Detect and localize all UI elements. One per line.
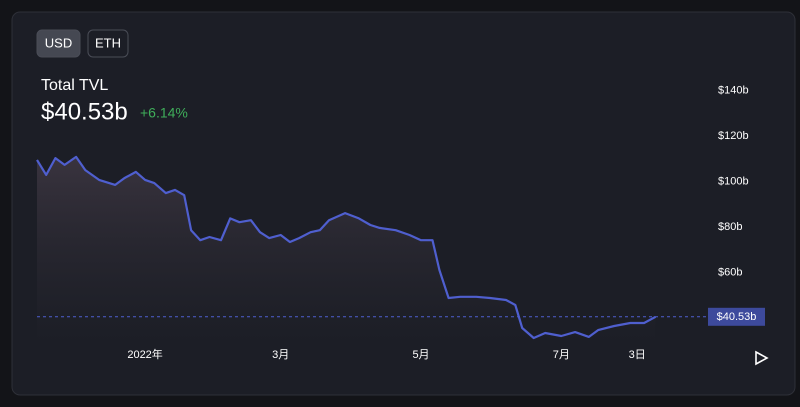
line (36, 155, 657, 340)
y-tick-label: $80b (718, 221, 742, 233)
currency-toggle[interactable] (87, 29, 129, 58)
area (37, 156, 656, 341)
y-tick-label: $60b (718, 266, 742, 278)
chart-title: Total TVL (41, 77, 108, 94)
current-value: $40.53b (41, 98, 128, 125)
current-badge (708, 307, 765, 326)
y-tick-label: $140b (718, 84, 749, 96)
change: +6.14% (140, 105, 188, 121)
x-tick-label: 2022年 (127, 347, 162, 361)
x-tick-label: 5月 (412, 349, 429, 361)
y-tick-label: $100b (718, 175, 749, 187)
play-button[interactable] (755, 350, 769, 366)
currency-label[interactable]: USD (45, 35, 72, 50)
x-tick-label: 3月 (272, 349, 289, 361)
y-tick-label: $120b (718, 130, 749, 142)
currency-label[interactable]: ETH (95, 35, 121, 50)
x-tick-label: 7月 (553, 349, 570, 361)
currency-toggle[interactable] (36, 29, 81, 58)
x-tick-label: 3日 (629, 349, 646, 361)
current-badge-label: $40.53b (717, 311, 757, 323)
